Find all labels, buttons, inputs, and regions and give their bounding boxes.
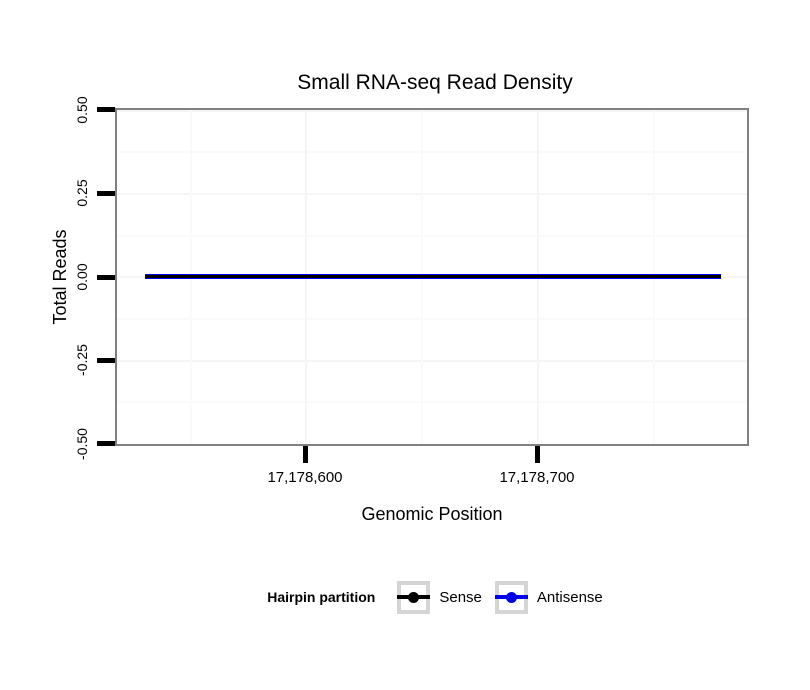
y-tick-label: 0.25 bbox=[74, 179, 90, 207]
legend-label-antisense: Antisense bbox=[536, 588, 603, 606]
x-tick-17178700 bbox=[535, 446, 540, 463]
y-axis-title: Total Reads bbox=[49, 229, 70, 325]
series-line-antisense bbox=[145, 274, 721, 279]
y-tick-label: -0.50 bbox=[74, 428, 90, 460]
y-tick--0.50 bbox=[97, 441, 115, 446]
gridline-y--0.125 bbox=[117, 318, 747, 320]
plot-title: Small RNA-seq Read Density bbox=[297, 71, 573, 94]
legend-key-antisense bbox=[494, 580, 528, 614]
gridline-y-0.50 bbox=[117, 110, 747, 112]
gridline-y-0.125 bbox=[117, 235, 747, 237]
gridline-y--0.375 bbox=[117, 401, 747, 403]
legend-title: Hairpin partition bbox=[267, 589, 376, 605]
gridline-y-0.375 bbox=[117, 151, 747, 153]
y-tick--0.25 bbox=[97, 358, 115, 363]
x-tick-label: 17,178,600 bbox=[267, 469, 343, 486]
series-line-sense bbox=[145, 275, 721, 278]
x-tick-17178600 bbox=[303, 446, 308, 463]
x-axis-title: Genomic Position bbox=[361, 504, 503, 524]
y-tick-label: 0.00 bbox=[74, 263, 90, 291]
gridline-y-0.25 bbox=[117, 193, 747, 195]
antisense-point-icon bbox=[505, 591, 517, 603]
plot-panel bbox=[115, 108, 749, 446]
y-tick-0.25 bbox=[97, 191, 115, 196]
x-tick-label: 17,178,700 bbox=[499, 469, 575, 486]
legend-label-sense: Sense bbox=[439, 588, 482, 606]
legend-key-sense bbox=[397, 580, 431, 614]
sense-point-icon bbox=[408, 591, 420, 603]
gridline-y--0.25 bbox=[117, 360, 747, 362]
y-tick-0.00 bbox=[97, 275, 115, 280]
legend: Hairpin partition Sense Antisense bbox=[115, 579, 755, 615]
y-tick-label: 0.50 bbox=[74, 96, 90, 124]
y-tick-label: -0.25 bbox=[74, 344, 90, 376]
y-tick-0.50 bbox=[97, 107, 115, 112]
